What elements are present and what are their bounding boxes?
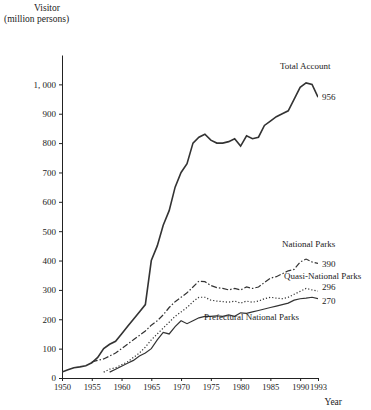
chart: 1950 1955 1960 1965 1970 1975 1980 1985 19901993… — [0, 0, 371, 410]
y-tick-mark — [59, 319, 62, 320]
x-tick: 1965 — [143, 378, 160, 392]
x-tick-label: 1980 — [233, 382, 250, 392]
y-tick-label: 500 — [43, 227, 57, 237]
x-axis-line — [63, 378, 319, 379]
y-tick: 500 — [43, 227, 63, 237]
series-line — [104, 288, 318, 372]
y-tick: 900 — [43, 109, 63, 119]
y-tick-label: 800 — [43, 138, 57, 148]
x-tick-label: 1950 — [54, 382, 71, 392]
y-tick-label: 1, 000 — [34, 80, 57, 90]
series-label: Quasi-National Parks — [284, 271, 362, 281]
x-tick-mark — [92, 378, 93, 381]
x-tick-label: 1955 — [84, 382, 101, 392]
series-line — [62, 83, 318, 372]
y-tick-mark — [59, 261, 62, 262]
y-tick-mark — [59, 378, 62, 379]
plot: 1950 1955 1960 1965 1970 1975 1980 1985 19901993… — [34, 56, 362, 393]
x-tick: 1985 — [262, 378, 279, 392]
end-value-label: 956 — [322, 92, 336, 102]
y-axis-title: Visitor (million persons) — [4, 3, 69, 25]
y-tick-mark — [59, 114, 62, 115]
end-value-label: 296 — [322, 282, 336, 292]
y-tick-label: 600 — [43, 197, 57, 207]
y-tick-label: 0 — [52, 373, 57, 383]
y-tick-label: 200 — [43, 315, 57, 325]
x-tick: 1980 — [233, 378, 250, 392]
x-tick: 1960 — [114, 378, 131, 392]
x-tick: 1955 — [84, 378, 101, 392]
y-tick-mark — [59, 172, 62, 173]
y-tick-mark — [59, 84, 62, 85]
series-label: National Parks — [282, 239, 336, 249]
x-tick-label: 1975 — [203, 382, 220, 392]
y-tick-label: 300 — [43, 285, 57, 295]
series-label: Total Account — [280, 61, 331, 71]
x-tick: 1993 — [310, 378, 327, 392]
y-axis: 0 100 200 300 400 500 600 700 800 900 1, 000 — [34, 56, 63, 384]
x-tick-mark — [241, 378, 242, 381]
y-axis-line — [62, 56, 63, 379]
end-value-label: 270 — [322, 296, 336, 306]
x-axis-title: Year — [324, 397, 342, 407]
x-tick-mark — [122, 378, 123, 381]
y-tick: 100 — [43, 344, 63, 354]
end-value-label: 390 — [322, 259, 336, 269]
series-label: Prefectural National Parks — [204, 312, 299, 322]
x-tick-label: 1965 — [143, 382, 160, 392]
x-tick-label: 1985 — [262, 382, 279, 392]
x-tick-mark — [151, 378, 152, 381]
y-tick: 800 — [43, 138, 63, 148]
y-tick-label: 100 — [43, 344, 57, 354]
y-tick: 300 — [43, 285, 63, 295]
x-tick-label: 1993 — [310, 382, 327, 392]
x-tick: 1950 — [54, 378, 71, 392]
x-tick-mark — [300, 378, 301, 381]
y-tick-label: 400 — [43, 256, 57, 266]
y-tick-mark — [59, 231, 62, 232]
x-axis: 1950 1955 1960 1965 1970 1975 1980 1985 19901993 — [54, 378, 327, 392]
y-tick-mark — [59, 202, 62, 203]
labels: Total Account 956 National Parks 390 Quasi-N… — [204, 61, 362, 322]
x-tick: 1970 — [173, 378, 190, 392]
y-tick: 0 — [52, 373, 63, 383]
y-tick: 400 — [43, 256, 63, 266]
y-tick-mark — [59, 349, 62, 350]
x-tick-label: 1960 — [114, 382, 131, 392]
lines — [62, 83, 318, 372]
y-tick-label: 700 — [43, 168, 57, 178]
y-tick: 700 — [43, 168, 63, 178]
x-tick-mark — [181, 378, 182, 381]
y-tick-mark — [59, 290, 62, 291]
y-tick-mark — [59, 143, 62, 144]
x-tick-mark — [270, 378, 271, 381]
x-tick: 1990 — [292, 378, 309, 392]
series-line — [110, 297, 318, 372]
x-tick-mark — [211, 378, 212, 381]
y-tick: 600 — [43, 197, 63, 207]
y-tick: 1, 000 — [34, 80, 63, 90]
x-tick-label: 1970 — [173, 382, 190, 392]
x-tick: 1975 — [203, 378, 220, 392]
x-tick-mark — [318, 378, 319, 381]
x-tick-label: 1990 — [292, 382, 309, 392]
y-tick: 200 — [43, 315, 63, 325]
y-tick-label: 900 — [43, 109, 57, 119]
